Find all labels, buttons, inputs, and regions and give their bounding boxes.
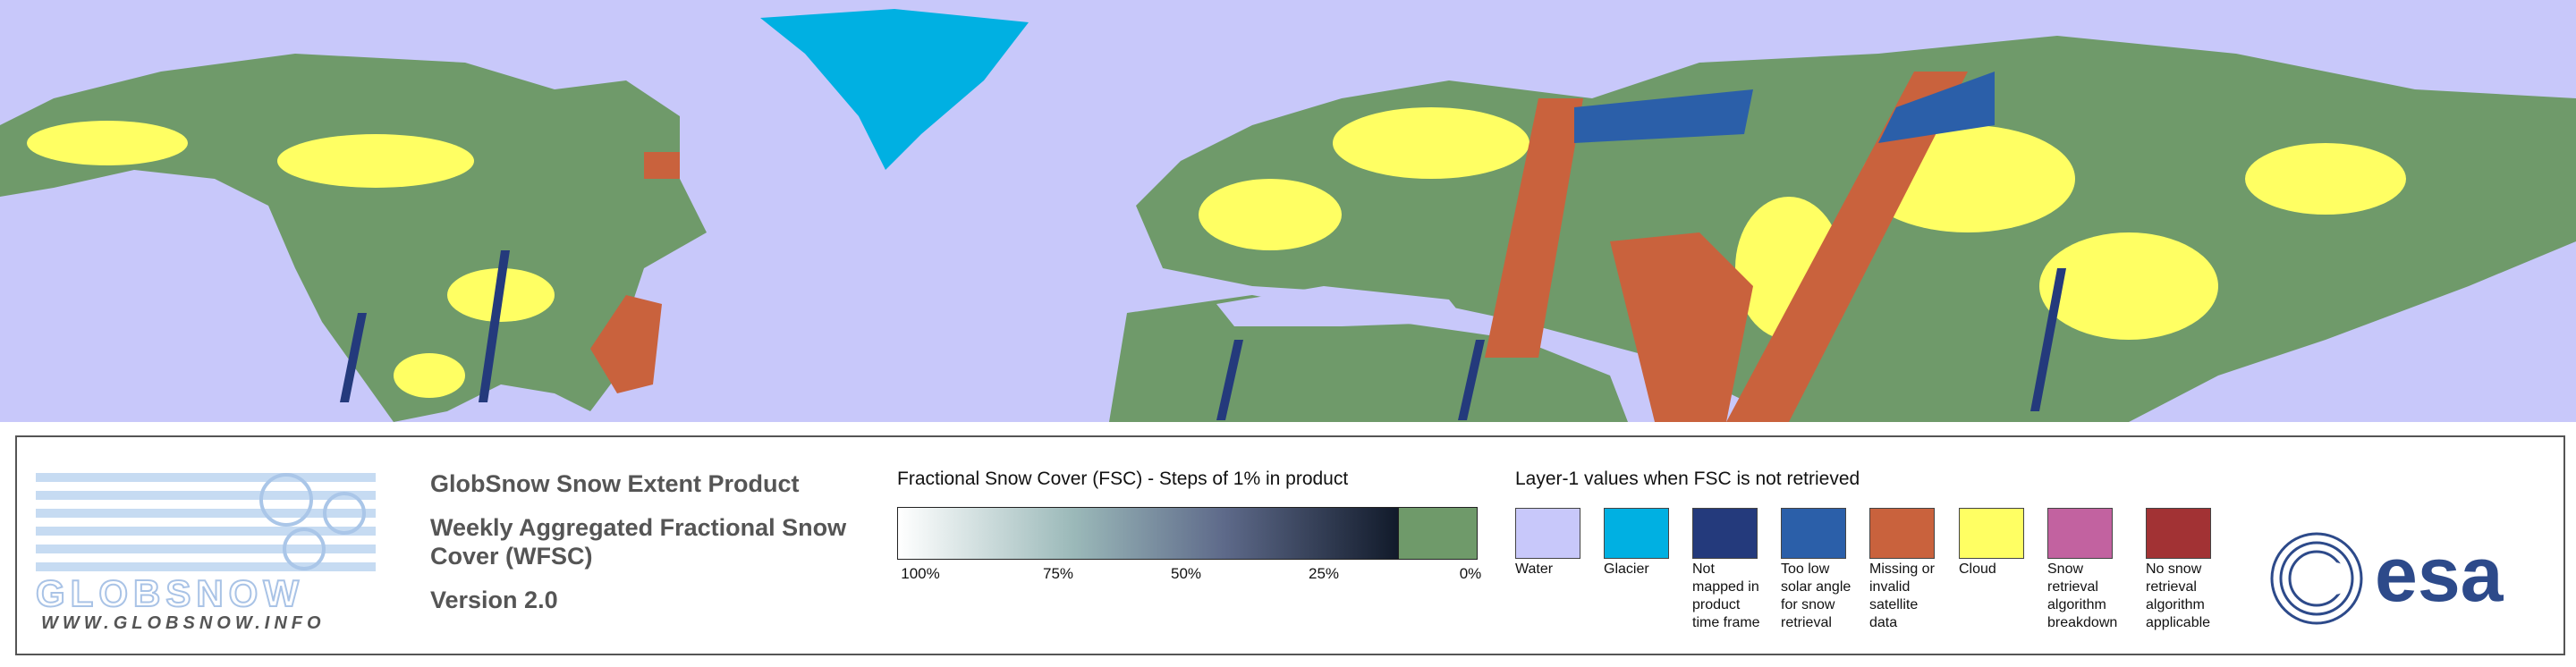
legend-swatch [1515,508,1580,559]
legend-swatch [1692,508,1758,559]
layer1-title: Layer-1 values when FSC is not retrieved [1515,469,1860,489]
fsc-tick-label: 0% [1459,565,1482,582]
fsc-tick-label: 75% [1042,565,1074,582]
product-subtitle: Weekly Aggregated Fractional Snow Cover … [430,514,847,570]
legend-label: Snow retrieval algorithm breakdown [2047,561,2118,630]
fsc-zero-box [1398,507,1478,560]
agency-name: esa [2375,532,2504,618]
legend-swatch [2047,508,2113,559]
legend-label: Cloud [1959,561,1996,577]
low-solar-angle [1574,72,1995,143]
fsc-tick-label: 50% [1170,565,1202,582]
legend-label: Water [1515,561,1554,577]
fsc-gradient [897,507,1400,560]
legend-swatch [2146,508,2211,559]
legend-label: No snow retrieval algorithm applicable [2146,561,2211,630]
fsc-tick-label: 25% [1308,565,1340,582]
logo-url: WWW.GLOBSNOW.INFO [41,613,326,633]
legend-swatch [1869,508,1935,559]
logo-graphic [36,473,376,571]
fsc-tick-label: 100% [901,565,940,582]
product-title: GlobSnow Snow Extent Product [430,470,800,497]
logo-name: GLOBSNOW [35,571,304,615]
mediterranean [1216,286,1467,326]
esa-logo-mark [2270,532,2363,625]
fsc-title: Fractional Snow Cover (FSC) - Steps of 1… [897,469,1349,489]
legend-label: Not mapped in product time frame [1692,561,1760,630]
snow-map [0,0,2576,422]
missing-data [590,72,1968,422]
product-version: Version 2.0 [430,587,558,613]
legend-panel [15,435,2565,655]
legend-swatch [1604,508,1669,559]
legend-swatch [1781,508,1846,559]
not-mapped [340,250,2066,420]
legend-swatch [1959,508,2024,559]
legend-label: Missing or invalid satellite data [1869,561,1935,630]
legend-label: Too low solar angle for snow retrieval [1781,561,1852,630]
greenland [760,9,1029,170]
north-africa [1109,295,1628,422]
legend-label: Glacier [1604,561,1649,577]
